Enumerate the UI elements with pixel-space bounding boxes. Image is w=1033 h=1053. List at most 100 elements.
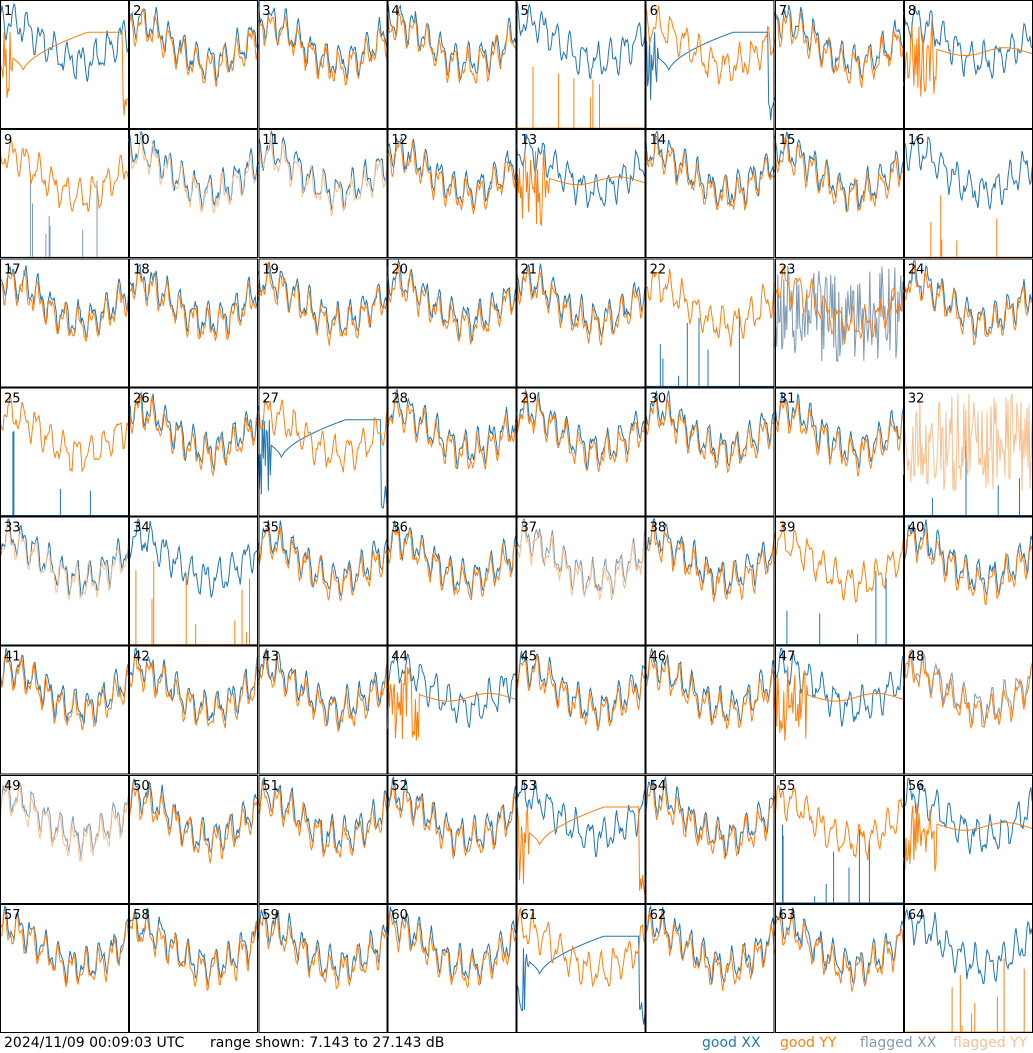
panel-50: 50 xyxy=(128,774,259,904)
panel-29: 29 xyxy=(516,387,647,517)
panel-13: 13 xyxy=(516,129,647,259)
panel-47-xx-line xyxy=(774,647,905,727)
panel-60-border xyxy=(387,903,517,1033)
footer-bar: 2024/11/09 00:09:03 UTC range shown: 7.1… xyxy=(0,1033,1033,1053)
panel-43-border xyxy=(258,645,388,775)
panel-27: 27 xyxy=(257,387,388,517)
panel-36-label: 36 xyxy=(391,521,408,536)
panel-26-border xyxy=(129,387,259,517)
panel-12: 12 xyxy=(386,129,517,259)
panel-57-yy-line xyxy=(0,912,130,988)
panel-35-border xyxy=(258,516,388,646)
panel-24-label: 24 xyxy=(908,262,925,277)
panel-29-border xyxy=(516,387,646,517)
panel-16-border xyxy=(903,129,1033,259)
panel-33-label: 33 xyxy=(4,521,21,536)
panel-18: 18 xyxy=(128,258,259,388)
panel-31-label: 31 xyxy=(779,391,796,406)
panel-50-yy-line xyxy=(128,784,259,864)
panel-52-label: 52 xyxy=(391,779,408,794)
panel-42-xx-line xyxy=(128,647,259,725)
panel-20: 20 xyxy=(386,258,517,388)
panel-17-border xyxy=(0,258,130,388)
panel-61-label: 61 xyxy=(521,908,538,923)
panel-13-yy-line xyxy=(516,149,646,226)
panel-54-yy-line xyxy=(645,782,776,860)
panel-49-yy-line xyxy=(0,782,130,862)
panel-35-xx-line xyxy=(257,519,388,599)
panel-59-label: 59 xyxy=(262,908,279,923)
panel-64-yy-line xyxy=(903,958,1033,1033)
panel-7: 7 xyxy=(774,0,905,130)
panel-27-xx-line xyxy=(257,419,388,509)
panel-49: 49 xyxy=(0,774,130,904)
panel-42-border xyxy=(129,645,259,775)
panel-7-xx-line xyxy=(774,4,905,79)
panel-57-border xyxy=(0,903,130,1033)
panel-29-label: 29 xyxy=(521,391,538,406)
panel-8-yy-line xyxy=(903,20,1033,97)
panel-27-label: 27 xyxy=(262,391,279,406)
panel-21-border xyxy=(516,258,646,388)
panel-52-border xyxy=(387,774,517,904)
panel-2-label: 2 xyxy=(133,4,141,19)
panel-28-xx-line xyxy=(386,389,517,469)
panel-13-xx-line xyxy=(516,134,647,208)
panel-43-xx-line xyxy=(257,647,388,729)
panel-45-yy-line xyxy=(516,654,647,731)
panel-48-yy-line xyxy=(903,650,1033,730)
panel-62: 62 xyxy=(645,903,776,1033)
panel-56-yy-line xyxy=(903,802,1033,872)
panel-24: 24 xyxy=(903,258,1033,388)
panel-59: 59 xyxy=(257,903,388,1033)
panel-12-label: 12 xyxy=(391,133,408,148)
panel-32-yy-line xyxy=(903,393,1033,492)
panel-24-yy-line xyxy=(903,263,1033,346)
panel-53: 53 xyxy=(516,774,647,904)
panel-22: 22 xyxy=(645,258,776,388)
panel-64: 64 xyxy=(903,903,1033,1033)
panel-3-label: 3 xyxy=(262,4,270,19)
panel-3-border xyxy=(258,0,388,130)
panel-38-label: 38 xyxy=(650,521,667,536)
panel-51-label: 51 xyxy=(262,779,279,794)
panel-33-yy-line xyxy=(0,522,130,602)
panel-62-yy-line xyxy=(645,912,776,992)
panel-41-yy-line xyxy=(0,655,130,731)
panel-43-yy-line xyxy=(257,651,388,732)
panel-1-yy-line xyxy=(0,31,130,116)
panel-53-border xyxy=(516,774,646,904)
panel-48-label: 48 xyxy=(908,650,925,665)
panel-64-xx-line xyxy=(903,907,1033,985)
panel-8: 8 xyxy=(903,0,1033,130)
panel-40: 40 xyxy=(903,516,1033,646)
panel-30-border xyxy=(645,387,775,517)
panel-18-label: 18 xyxy=(133,262,150,277)
panel-56-xx-line xyxy=(903,777,1033,855)
panel-42-label: 42 xyxy=(133,650,150,665)
panel-25-yy-line xyxy=(0,393,130,473)
panel-21-label: 21 xyxy=(521,262,538,277)
panel-40-label: 40 xyxy=(908,521,925,536)
panel-29-xx-line xyxy=(516,388,647,471)
panel-46-yy-line xyxy=(645,653,776,731)
panel-39-yy-line xyxy=(774,521,905,604)
panel-3-yy-line xyxy=(257,15,388,87)
panel-44-yy-line xyxy=(386,664,517,741)
panel-25-border xyxy=(0,387,130,517)
panel-36-border xyxy=(387,516,517,646)
panel-60-xx-line xyxy=(387,906,517,985)
panel-16-yy-line xyxy=(903,195,1033,259)
timestamp-label: 2024/11/09 00:09:03 UTC xyxy=(4,1035,185,1051)
panel-55: 55 xyxy=(774,774,905,904)
panel-22-label: 22 xyxy=(650,262,667,277)
panel-52-yy-line xyxy=(386,780,517,859)
panel-60-label: 60 xyxy=(391,908,408,923)
panel-1-label: 1 xyxy=(4,4,12,19)
panel-10-label: 10 xyxy=(133,133,150,148)
panel-23-border xyxy=(774,258,904,388)
panel-34-label: 34 xyxy=(133,521,150,536)
panel-17: 17 xyxy=(0,258,130,388)
panel-63-label: 63 xyxy=(779,908,796,923)
